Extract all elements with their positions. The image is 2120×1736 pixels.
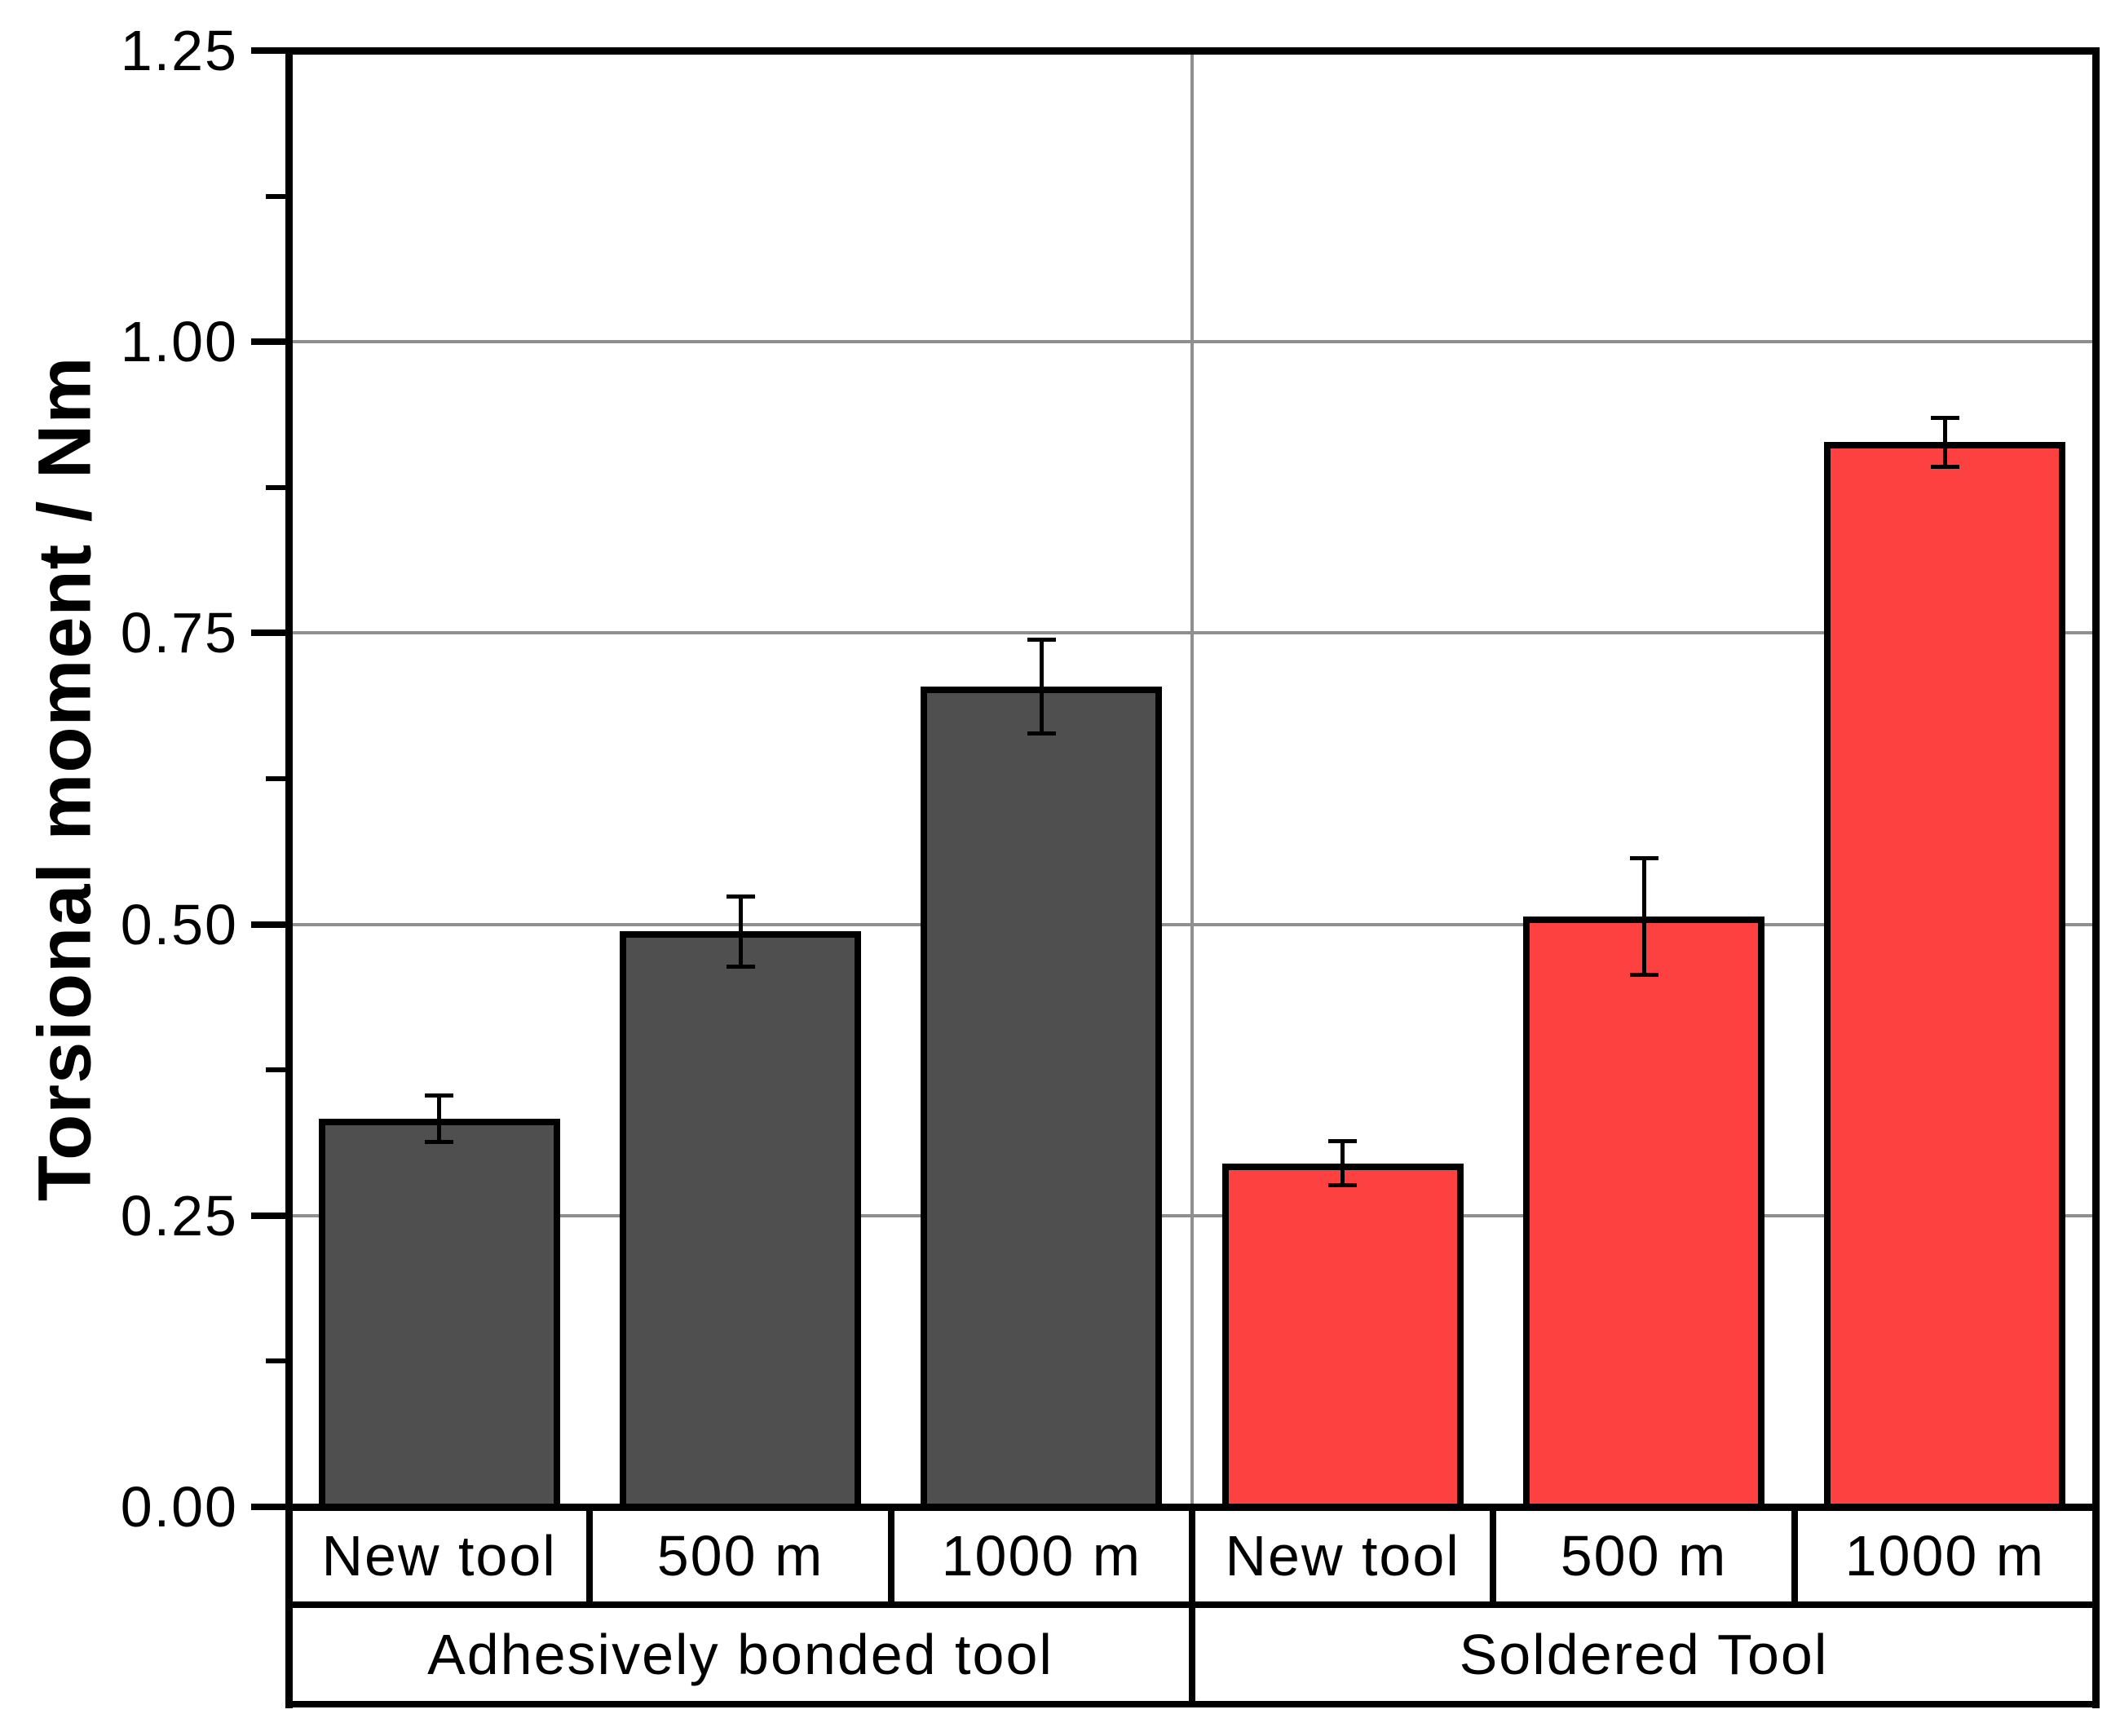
error-bar-cap bbox=[726, 964, 755, 969]
error-bar-cap bbox=[1027, 731, 1056, 735]
error-bar-line bbox=[437, 1095, 442, 1142]
y-major-tick bbox=[251, 921, 289, 928]
table-border-cell bbox=[887, 1507, 894, 1605]
y-minor-tick bbox=[266, 193, 289, 199]
error-bar-cap bbox=[1930, 415, 1959, 420]
y-major-tick bbox=[251, 1212, 289, 1219]
error-bar-cap bbox=[1629, 972, 1658, 977]
y-tick-label: 0.75 bbox=[120, 601, 238, 665]
error-bar-line bbox=[738, 896, 743, 967]
error-bar-line bbox=[1039, 639, 1044, 734]
y-minor-tick bbox=[266, 1358, 289, 1364]
y-tick-label: 0.50 bbox=[120, 892, 238, 956]
category-label: 1000 m bbox=[1844, 1524, 2046, 1588]
category-label: New tool bbox=[1225, 1524, 1460, 1588]
plot-frame-top bbox=[285, 46, 2100, 55]
error-bar-line bbox=[1942, 417, 1947, 467]
y-tick-label: 1.25 bbox=[120, 19, 238, 82]
error-bar-cap bbox=[1930, 464, 1959, 469]
y-tick-label: 0.00 bbox=[120, 1475, 238, 1539]
bar bbox=[318, 1119, 560, 1510]
error-bar-line bbox=[1641, 858, 1646, 975]
group-divider-line bbox=[1190, 51, 1194, 1507]
y-major-tick bbox=[251, 1504, 289, 1510]
y-major-tick bbox=[251, 338, 289, 346]
bar bbox=[1523, 916, 1764, 1510]
error-bar-cap bbox=[1328, 1138, 1358, 1143]
table-border-cell bbox=[1189, 1507, 1195, 1704]
error-bar-cap bbox=[425, 1093, 454, 1098]
category-label: 1000 m bbox=[941, 1524, 1142, 1588]
bar bbox=[620, 931, 861, 1510]
group-label: Soldered Tool bbox=[1459, 1623, 1829, 1686]
group-label: Adhesively bonded tool bbox=[427, 1623, 1053, 1686]
bar bbox=[1221, 1163, 1464, 1510]
table-border-cell bbox=[1490, 1507, 1497, 1605]
category-label: New tool bbox=[321, 1524, 557, 1588]
error-bar-cap bbox=[726, 894, 755, 899]
error-bar-cap bbox=[1328, 1183, 1358, 1188]
y-minor-tick bbox=[266, 1067, 289, 1073]
table-border-cell bbox=[586, 1507, 594, 1605]
table-border-cell bbox=[1791, 1507, 1798, 1605]
error-bar-cap bbox=[1027, 638, 1056, 643]
y-major-tick bbox=[251, 629, 289, 637]
error-bar-line bbox=[1340, 1141, 1345, 1186]
y-tick-label: 0.25 bbox=[120, 1183, 238, 1248]
y-tick-label: 1.00 bbox=[120, 310, 238, 374]
category-label: 500 m bbox=[1560, 1524, 1728, 1588]
bar bbox=[921, 687, 1163, 1510]
table-border-bottom bbox=[285, 1701, 2100, 1707]
plot-frame-left bbox=[285, 46, 293, 1708]
bar bbox=[1824, 442, 2066, 1510]
y-minor-tick bbox=[266, 484, 289, 490]
y-minor-tick bbox=[266, 776, 289, 781]
plot-frame-right bbox=[2091, 46, 2100, 1708]
error-bar-cap bbox=[425, 1140, 454, 1145]
category-label: 500 m bbox=[656, 1524, 824, 1588]
y-major-tick bbox=[251, 47, 289, 54]
error-bar-cap bbox=[1629, 855, 1658, 860]
